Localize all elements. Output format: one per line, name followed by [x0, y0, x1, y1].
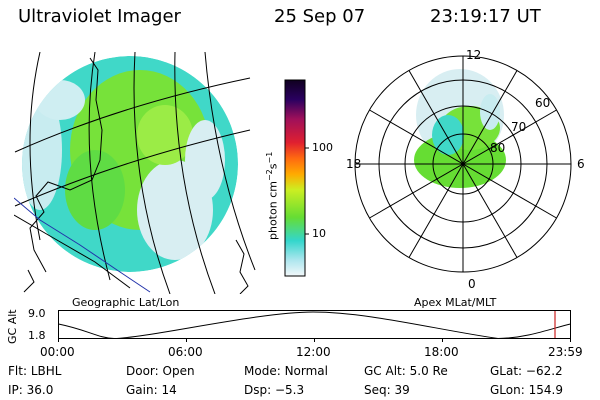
info-ip: IP: 36.0: [8, 383, 54, 397]
geographic-image: [14, 52, 256, 294]
time-label: 23:19:17 UT: [430, 6, 541, 27]
colorbar-unit-mid: s: [266, 163, 280, 170]
colorbar-unit-exp2: −1: [265, 151, 274, 164]
geographic-panel-label: Geographic Lat/Lon: [72, 296, 180, 309]
mlat-label-70: 70: [511, 120, 527, 134]
info-glon: GLon: 154.9: [490, 383, 563, 397]
info-gain: Gain: 14: [126, 383, 177, 397]
orbit-axis-title: GC Alt: [6, 309, 19, 344]
info-gc-alt: GC Alt: 5.0 Re: [364, 364, 448, 378]
info-glat: GLat: −62.2: [490, 364, 563, 378]
mlt-label-bottom: 0: [468, 277, 476, 291]
info-dsp: Dsp: −5.3: [244, 383, 305, 397]
orbit-xtick-0: 00:00: [40, 345, 75, 359]
intensity-colorbar: [284, 79, 309, 277]
orbit-ytick-low: 1.8: [28, 329, 46, 342]
apex-panel-label: Apex MLat/MLT: [414, 296, 497, 309]
orbit-xtick-4: 23:59: [548, 345, 583, 359]
info-flt: Flt: LBHL: [8, 364, 62, 378]
instrument-title: Ultraviolet Imager: [18, 6, 181, 27]
orbit-ytick-high: 9.0: [28, 307, 46, 320]
orbit-xtick-2: 12:00: [296, 345, 331, 359]
info-door: Door: Open: [126, 364, 195, 378]
colorbar-tick-10: 10: [312, 227, 326, 240]
mlat-label-60: 60: [535, 96, 551, 110]
orbit-xtick-1: 06:00: [168, 345, 203, 359]
info-seq: Seq: 39: [364, 383, 410, 397]
orbit-altitude-plot: [58, 310, 571, 342]
date-label: 25 Sep 07: [274, 6, 366, 27]
info-mode: Mode: Normal: [244, 364, 328, 378]
mlt-label-left: 18: [346, 157, 362, 171]
mlt-label-top: 12: [466, 48, 482, 62]
polar-mlt-plot: [354, 55, 572, 273]
colorbar-unit: photon cm: [266, 181, 280, 240]
colorbar-unit-exp1: −2: [265, 169, 274, 182]
orbit-xtick-3: 18:00: [424, 345, 459, 359]
mlat-label-80: 80: [490, 141, 506, 155]
mlt-label-right: 6: [577, 157, 585, 171]
colorbar-tick-100: 100: [312, 141, 333, 154]
